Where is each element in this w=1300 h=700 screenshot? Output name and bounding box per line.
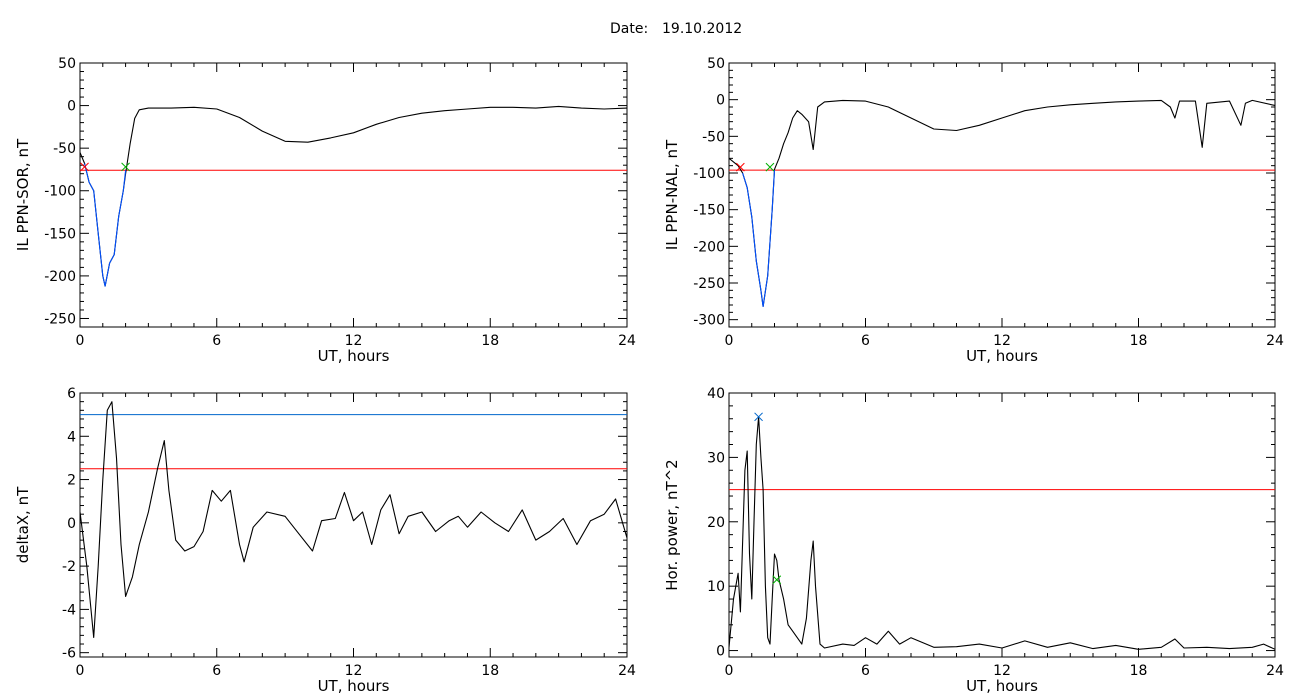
- x-tick-label: 24: [618, 663, 636, 679]
- x-tick-label: 0: [76, 333, 85, 349]
- series-line: [80, 105, 627, 287]
- y-tick-label: -250: [44, 311, 76, 327]
- figure-title: Date: 19.10.2012: [610, 21, 742, 37]
- y-tick-label: -300: [693, 313, 725, 329]
- marker-cross: [736, 162, 745, 172]
- y-tick-label: -4: [62, 602, 76, 618]
- x-tick-label: 6: [861, 333, 870, 349]
- x-axis-label: UT, hours: [966, 677, 1038, 695]
- series-line: [729, 99, 1275, 308]
- y-tick-label: -6: [62, 646, 76, 662]
- title-label: Date:: [610, 21, 648, 37]
- chart-panel-br: 0 6 12 18 24 40 30 20 10 0 UT, hours Hor. power, nT…: [663, 386, 1284, 695]
- chart-panel-tl: 0 6 12 18 24 50 0 -50 -100 -150 -200 -250 UT, hours I…: [14, 56, 636, 365]
- y-tick-label: 20: [707, 515, 725, 531]
- x-tick-label: 18: [481, 333, 499, 349]
- y-tick-label: 50: [707, 56, 725, 72]
- marker-cross: [754, 412, 763, 422]
- y-tick-label: -250: [693, 276, 725, 292]
- y-axis-label: Hor. power, nT^2: [663, 459, 681, 590]
- y-tick-label: 0: [67, 516, 76, 532]
- x-tick-label: 0: [725, 333, 734, 349]
- y-tick-label: -150: [693, 203, 725, 219]
- x-tick-label: 6: [212, 333, 221, 349]
- marker-cross: [121, 162, 130, 172]
- x-tick-label: 12: [345, 663, 363, 679]
- plot-frame: [728, 62, 1276, 328]
- y-tick-label: -150: [44, 226, 76, 242]
- y-tick-label: -50: [53, 141, 76, 157]
- plot-frame: [79, 392, 628, 658]
- x-tick-label: 6: [212, 663, 221, 679]
- y-tick-label: 0: [67, 99, 76, 115]
- series-line: [729, 416, 1275, 650]
- chart-panel-bl: 0 6 12 18 24 6 4 2 0 -2 -4 -6 UT, hours deltaX, nT: [14, 386, 636, 695]
- y-axis-label: deltaX, nT: [14, 486, 32, 563]
- chart-panel-tr: 0 6 12 18 24 50 0 -50 -100 -150 -200 -250 -300 UT, ho…: [663, 56, 1284, 365]
- x-tick-label: 0: [725, 663, 734, 679]
- y-tick-label: -100: [693, 166, 725, 182]
- y-tick-label: 10: [707, 579, 725, 595]
- x-tick-label: 18: [1130, 663, 1148, 679]
- marker-cross: [772, 575, 782, 585]
- y-tick-label: 40: [707, 386, 725, 402]
- x-tick-label: 24: [1266, 663, 1284, 679]
- y-axis-label: IL PPN-SOR, nT: [14, 138, 32, 251]
- title-date: 19.10.2012: [662, 21, 742, 37]
- x-tick-label: 24: [1266, 333, 1284, 349]
- series-line: [84, 163, 127, 287]
- y-tick-label: 30: [707, 450, 725, 466]
- y-tick-label: 0: [716, 93, 725, 109]
- y-tick-label: 2: [67, 473, 76, 489]
- x-axis-label: UT, hours: [966, 347, 1038, 365]
- x-tick-label: 6: [861, 663, 870, 679]
- x-tick-label: 12: [345, 333, 363, 349]
- y-tick-label: -2: [62, 559, 76, 575]
- y-tick-label: 6: [67, 386, 76, 402]
- x-tick-label: 18: [481, 663, 499, 679]
- y-tick-label: 4: [67, 429, 76, 445]
- x-tick-label: 12: [993, 663, 1011, 679]
- y-tick-label: -100: [44, 184, 76, 200]
- marker-cross: [765, 162, 775, 172]
- x-tick-label: 24: [618, 333, 636, 349]
- x-tick-label: 12: [993, 333, 1011, 349]
- plot-frame: [728, 392, 1276, 658]
- x-tick-label: 0: [76, 663, 85, 679]
- plot-frame: [79, 62, 628, 328]
- x-axis-label: UT, hours: [318, 677, 390, 695]
- y-tick-label: 0: [716, 644, 725, 660]
- y-tick-label: -200: [44, 269, 76, 285]
- y-tick-label: -200: [693, 239, 725, 255]
- series-line: [80, 401, 627, 639]
- y-tick-label: 50: [58, 56, 76, 72]
- x-axis-label: UT, hours: [318, 347, 390, 365]
- y-axis-label: IL PPN-NAL, nT: [663, 139, 681, 250]
- y-tick-label: -50: [702, 129, 725, 145]
- series-line: [742, 170, 776, 308]
- marker-cross: [80, 162, 89, 172]
- x-tick-label: 18: [1130, 333, 1148, 349]
